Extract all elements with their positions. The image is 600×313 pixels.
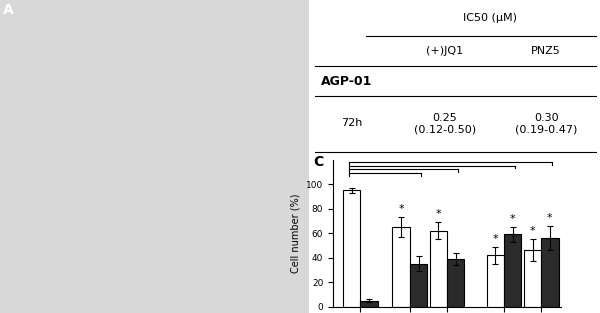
Text: C: C bbox=[313, 155, 323, 169]
Bar bbox=[430, 231, 447, 307]
Y-axis label: Cell number (%): Cell number (%) bbox=[290, 193, 301, 273]
Bar bbox=[392, 227, 410, 307]
Text: AGP-01: AGP-01 bbox=[320, 75, 372, 88]
Text: PNZ5: PNZ5 bbox=[532, 46, 561, 56]
Text: *: * bbox=[530, 226, 535, 236]
Text: *: * bbox=[398, 204, 404, 214]
Text: *: * bbox=[436, 209, 441, 219]
Text: *: * bbox=[493, 233, 498, 244]
Bar bbox=[524, 250, 541, 307]
Bar bbox=[343, 190, 360, 307]
Text: 0.25
(0.12-0.50): 0.25 (0.12-0.50) bbox=[413, 113, 476, 134]
Text: A: A bbox=[3, 3, 14, 17]
Bar bbox=[410, 264, 427, 307]
Text: B: B bbox=[310, 0, 320, 3]
Bar bbox=[447, 259, 464, 307]
Text: 0.30
(0.19-0.47): 0.30 (0.19-0.47) bbox=[515, 113, 577, 134]
Text: IC50 (μM): IC50 (μM) bbox=[463, 13, 517, 23]
Text: 72h: 72h bbox=[341, 118, 362, 128]
Bar bbox=[504, 234, 521, 307]
Bar bbox=[487, 255, 504, 307]
Bar bbox=[541, 238, 559, 307]
Text: *: * bbox=[547, 213, 553, 223]
Text: *: * bbox=[510, 214, 515, 224]
Bar bbox=[360, 300, 377, 307]
Text: (+)JQ1: (+)JQ1 bbox=[426, 46, 463, 56]
